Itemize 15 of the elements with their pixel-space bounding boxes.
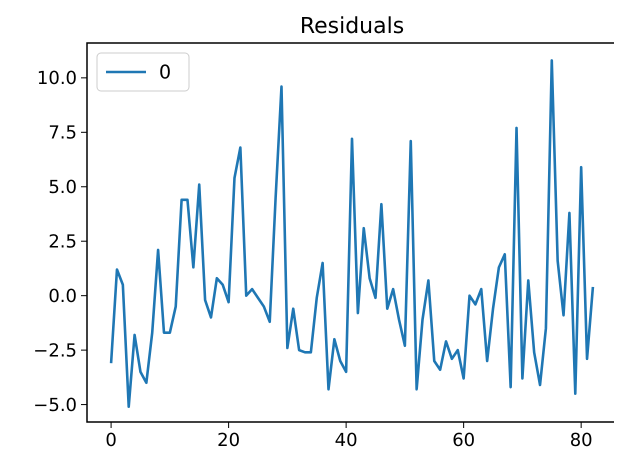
y-tick-label: 0.0	[48, 286, 77, 307]
x-tick-label: 20	[217, 430, 240, 451]
y-tick-label: 5.0	[48, 177, 77, 198]
chart-title: Residuals	[300, 14, 404, 39]
x-tick-label: 80	[570, 430, 593, 451]
y-tick-label: −2.5	[33, 340, 77, 362]
line-series	[110, 59, 594, 408]
y-tick-label: 2.5	[48, 232, 77, 253]
y-tick-label: 10.0	[36, 68, 77, 90]
y-tick-label: −5.0	[33, 394, 77, 416]
x-tick-label: 40	[334, 430, 358, 451]
legend-label: 0	[159, 62, 172, 84]
x-tick-label: 60	[452, 430, 476, 451]
y-tick-label: 7.5	[48, 122, 77, 144]
x-tick-label: 0	[105, 430, 117, 451]
